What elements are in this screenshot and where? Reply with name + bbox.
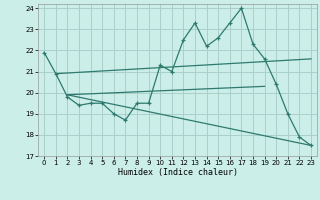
X-axis label: Humidex (Indice chaleur): Humidex (Indice chaleur) bbox=[118, 168, 238, 177]
